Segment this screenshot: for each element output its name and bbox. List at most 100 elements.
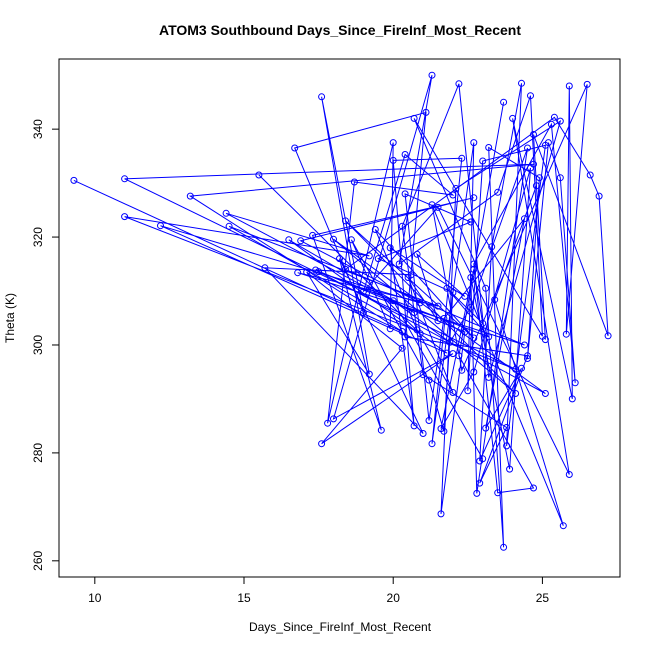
data-point	[413, 250, 421, 258]
data-point	[410, 114, 418, 122]
data-point	[479, 455, 487, 463]
data-point	[559, 522, 567, 530]
data-point	[285, 236, 293, 244]
data-point	[330, 235, 337, 243]
data-point	[324, 419, 332, 427]
y-tick-label: 260	[31, 550, 45, 570]
data-point	[467, 303, 475, 311]
data-point	[530, 131, 537, 138]
data-point	[512, 390, 520, 397]
data-point	[121, 213, 129, 221]
x-axis-label: Days_Since_FireInf_Most_Recent	[249, 620, 432, 634]
data-point	[404, 274, 412, 281]
data-point	[449, 191, 457, 199]
data-point	[586, 171, 594, 179]
data-point	[422, 108, 430, 116]
data-point	[437, 510, 445, 518]
data-point	[604, 332, 612, 340]
y-tick-label: 300	[31, 335, 45, 355]
data-point	[518, 79, 525, 87]
data-point	[491, 296, 499, 304]
data-point	[565, 471, 573, 478]
data-point	[547, 120, 555, 128]
data-point	[428, 71, 436, 79]
data-point	[494, 489, 502, 497]
data-point	[401, 190, 409, 198]
data-point	[583, 80, 591, 88]
data-point	[297, 237, 305, 245]
data-point	[389, 297, 397, 305]
data-point	[413, 326, 421, 334]
data-point	[467, 218, 475, 226]
data-point	[524, 144, 531, 152]
data-point	[428, 201, 436, 209]
data-point	[318, 440, 326, 448]
data-point	[395, 260, 403, 268]
data-point	[550, 113, 558, 121]
data-point	[121, 175, 129, 183]
data-point	[532, 182, 540, 190]
data-point	[482, 424, 490, 432]
data-point	[541, 390, 549, 397]
data-point	[425, 417, 433, 424]
data-point	[455, 80, 463, 88]
data-point	[377, 426, 385, 434]
data-point	[458, 366, 466, 374]
x-tick-label: 20	[387, 591, 401, 605]
data-point	[315, 268, 323, 276]
data-point	[556, 174, 564, 182]
data-point	[336, 255, 343, 263]
data-point	[464, 387, 472, 395]
data-point	[527, 164, 534, 172]
data-point	[467, 274, 475, 281]
data-point	[449, 289, 457, 297]
data-point	[541, 141, 549, 149]
data-point	[527, 92, 534, 100]
x-tick-label: 15	[237, 591, 251, 605]
data-point	[562, 330, 570, 338]
data-point	[449, 350, 457, 358]
data-point	[222, 209, 230, 217]
data-point	[255, 171, 263, 179]
data-point	[530, 484, 537, 492]
y-axis: 260 280 300 320 340	[31, 119, 60, 571]
data-point	[309, 231, 317, 239]
data-point	[470, 334, 478, 342]
data-point	[374, 255, 382, 263]
data-point	[342, 217, 349, 225]
data-point	[524, 355, 531, 362]
data-point	[541, 336, 549, 344]
data-point	[485, 373, 493, 381]
data-point	[449, 389, 457, 396]
x-axis: 10 15 20 25	[88, 576, 550, 605]
data-point	[565, 82, 573, 90]
data-point	[225, 222, 233, 230]
data-point	[342, 265, 349, 273]
data-point	[500, 98, 508, 106]
data-point	[386, 244, 394, 252]
y-axis-label: Theta (K)	[3, 293, 17, 343]
data-point	[398, 344, 406, 352]
data-point	[568, 395, 576, 403]
data-point	[186, 192, 194, 200]
y-tick-label: 340	[31, 119, 45, 139]
data-point	[157, 222, 164, 230]
series-line	[73, 75, 576, 548]
data-point	[70, 176, 78, 184]
data-point	[488, 243, 496, 251]
data-point	[521, 215, 528, 223]
data-point	[473, 489, 481, 497]
data-point	[470, 139, 478, 147]
data-point	[434, 302, 442, 310]
data-point	[518, 364, 525, 372]
y-tick-label: 280	[31, 443, 45, 463]
data-point	[509, 114, 517, 122]
data-point	[434, 203, 442, 211]
data-point	[389, 139, 397, 147]
data-point	[365, 370, 373, 378]
data-point	[446, 338, 454, 346]
x-tick-label: 25	[536, 591, 550, 605]
data-point	[503, 442, 511, 450]
data-point	[350, 178, 358, 186]
